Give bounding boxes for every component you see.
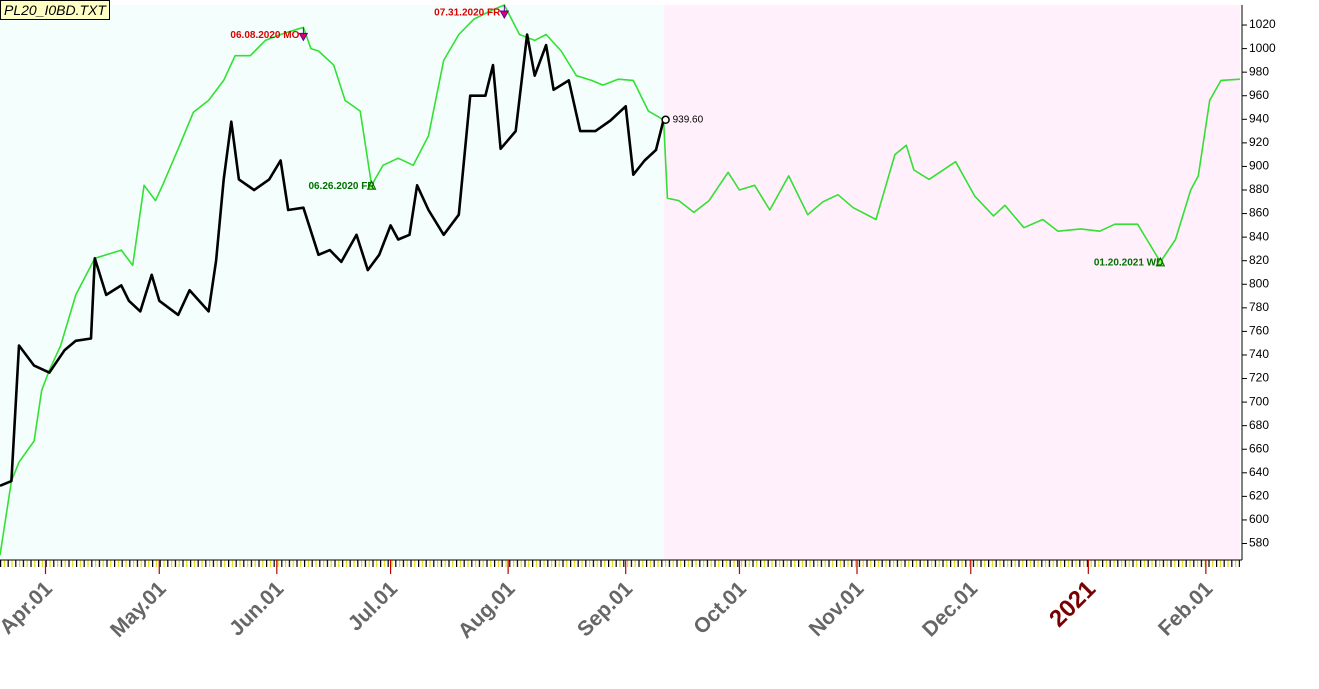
high-marker bbox=[298, 27, 309, 42]
y-tick-label: 740 bbox=[1249, 347, 1269, 361]
y-tick-label: 820 bbox=[1249, 253, 1269, 267]
x-tick-label: Aug.01 bbox=[454, 577, 520, 643]
x-tick-label: Jul.01 bbox=[344, 577, 403, 636]
y-tick-label: 860 bbox=[1249, 206, 1269, 220]
low-marker bbox=[1155, 256, 1166, 267]
last-value-label: 939.60 bbox=[673, 114, 704, 125]
y-tick-label: 660 bbox=[1249, 441, 1269, 455]
y-tick-label: 980 bbox=[1249, 64, 1269, 78]
x-tick-label: Apr.01 bbox=[0, 577, 57, 639]
y-tick-label: 580 bbox=[1249, 536, 1269, 550]
y-tick-label: 1000 bbox=[1249, 41, 1276, 55]
x-tick-label: Jun.01 bbox=[225, 577, 289, 641]
y-tick-label: 960 bbox=[1249, 88, 1269, 102]
y-tick-label: 920 bbox=[1249, 135, 1269, 149]
y-tick-label: 1020 bbox=[1249, 17, 1276, 31]
series-line bbox=[0, 33, 665, 488]
history-zone bbox=[0, 5, 664, 560]
x-tick-label: Dec.01 bbox=[918, 577, 982, 641]
series-line bbox=[0, 4, 1241, 556]
minor-tick-strip bbox=[0, 560, 1240, 567]
low-label: 01.20.2021 WD bbox=[1094, 258, 1164, 269]
y-tick-label: 900 bbox=[1249, 159, 1269, 173]
projection-zone bbox=[663, 5, 1240, 560]
y-tick-label: 840 bbox=[1249, 229, 1269, 243]
x-tick-label: Oct.01 bbox=[689, 577, 751, 639]
x-tick-label: 2021 bbox=[1044, 576, 1101, 633]
x-tick-label: Sep.01 bbox=[573, 577, 637, 641]
y-tick-label: 640 bbox=[1249, 465, 1269, 479]
x-tick-label: Nov.01 bbox=[805, 577, 869, 641]
y-tick-label: 760 bbox=[1249, 324, 1269, 338]
y-tick-label: 700 bbox=[1249, 394, 1269, 408]
high-marker bbox=[499, 5, 510, 20]
y-tick-label: 720 bbox=[1249, 371, 1269, 385]
low-marker bbox=[366, 180, 377, 190]
x-tick-label: Feb.01 bbox=[1154, 577, 1218, 641]
low-label: 06.26.2020 FR bbox=[308, 181, 375, 192]
y-tick-label: 680 bbox=[1249, 418, 1269, 432]
y-tick-label: 620 bbox=[1249, 489, 1269, 503]
y-tick-label: 780 bbox=[1249, 300, 1269, 314]
y-tick-label: 800 bbox=[1249, 276, 1269, 290]
y-tick-label: 880 bbox=[1249, 182, 1269, 196]
last-value-marker bbox=[661, 115, 670, 125]
x-tick-label: May.01 bbox=[106, 577, 171, 642]
chart-title: PL20_I0BD.TXT bbox=[0, 0, 110, 20]
y-tick-label: 940 bbox=[1249, 111, 1269, 125]
high-label: 07.31.2020 FR bbox=[434, 8, 501, 19]
y-tick-label: 600 bbox=[1249, 512, 1269, 526]
high-label: 06.08.2020 MO bbox=[230, 30, 299, 41]
